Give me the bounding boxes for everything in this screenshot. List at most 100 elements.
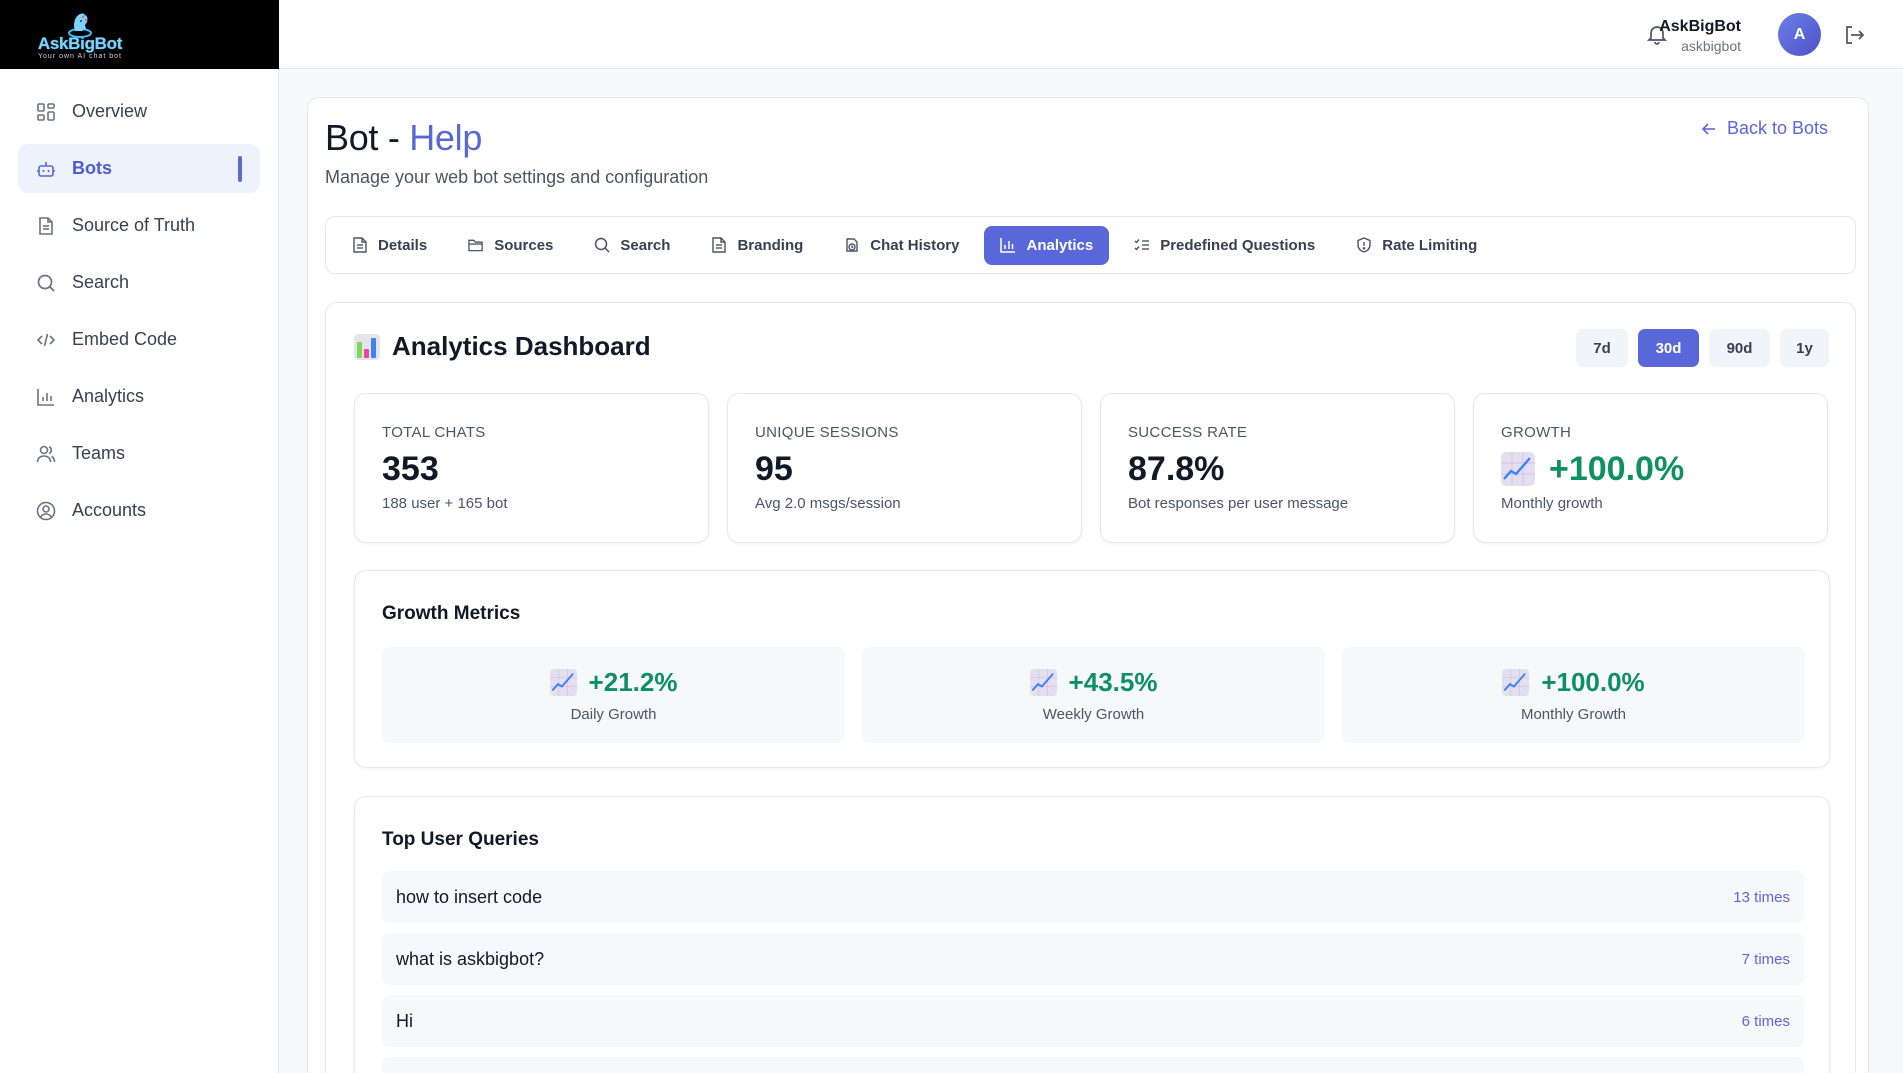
query-text: Hi [396, 1010, 413, 1031]
stat-subtext: Bot responses per user message [1128, 495, 1349, 512]
tab-chat-history[interactable]: Chat History [828, 226, 975, 265]
stat-card-total-chats: TOTAL CHATS 353 188 user + 165 bot [354, 393, 709, 543]
tab-rate-limiting[interactable]: Rate Limiting [1340, 226, 1493, 265]
stat-card-growth: GROWTH +100.0% Monthly growth [1473, 393, 1828, 543]
bell-icon[interactable] [1645, 22, 1669, 46]
growth-label: Monthly Growth [1520, 706, 1627, 723]
avatar[interactable]: A [1778, 13, 1821, 56]
sidebar-item-accounts[interactable]: Accounts [18, 486, 260, 535]
trend-up-emoji-icon [549, 669, 577, 696]
growth-value-row: +100.0% [1502, 667, 1645, 698]
growth-metric-monthly: +100.0% Monthly Growth [1342, 647, 1805, 743]
sidebar-nav: Overview Bots Source of Truth Search [0, 69, 278, 535]
list-check-icon [1134, 237, 1150, 253]
bot-settings-card: Bot - Help Manage your web bot settings … [307, 97, 1869, 1073]
sidebar-item-teams[interactable]: Teams [18, 429, 260, 478]
query-count: 6 times [1741, 1012, 1790, 1030]
folder-icon [468, 237, 484, 253]
sidebar-item-label: Analytics [72, 386, 145, 406]
stat-value: 87.8% [1128, 450, 1225, 488]
tab-label: Details [378, 236, 428, 254]
top-user-queries-panel: Top User Queries how to insert code 13 t… [354, 796, 1830, 1073]
back-to-bots-link[interactable]: Back to Bots [1701, 118, 1828, 139]
stat-label: GROWTH [1501, 424, 1572, 441]
sidebar-item-bots[interactable]: Bots [18, 144, 260, 193]
sidebar-item-label: Source of Truth [72, 215, 196, 235]
sidebar-item-overview[interactable]: Overview [18, 87, 260, 136]
logo-tagline: Your own AI chat bot [38, 52, 122, 60]
growth-value: +21.2% [588, 667, 678, 697]
grid-icon [35, 101, 57, 123]
tab-branding[interactable]: Branding [695, 226, 819, 265]
sidebar-item-label: Overview [72, 101, 148, 121]
logo: AskBigBot Your own AI chat bot [30, 9, 130, 61]
growth-metrics-panel: Growth Metrics +21.2% Daily Growth [354, 570, 1830, 768]
history-icon [844, 237, 860, 253]
tab-sources[interactable]: Sources [452, 226, 569, 265]
growth-value: +43.5% [1068, 667, 1158, 697]
range-1y-button[interactable]: 1y [1780, 329, 1829, 367]
stat-value-row: +100.0% [1501, 449, 1800, 489]
query-text: what is askbigbot? [396, 948, 545, 969]
search-icon [35, 272, 57, 294]
sidebar-item-label: Bots [72, 158, 112, 178]
range-90d-button[interactable]: 90d [1709, 329, 1770, 367]
tab-label: Chat History [870, 236, 960, 254]
code-icon [35, 329, 57, 351]
bar-chart-icon [35, 386, 57, 408]
sidebar-item-label: Search [72, 272, 130, 292]
tab-analytics[interactable]: Analytics [984, 225, 1110, 265]
logo-area[interactable]: AskBigBot Your own AI chat bot [0, 0, 279, 69]
query-row[interactable]: Hi 6 times [382, 995, 1804, 1047]
tab-label: Search [620, 236, 671, 254]
tab-bar: Details Sources Search Branding Chat His… [325, 216, 1856, 274]
active-indicator [238, 156, 242, 182]
sidebar-item-embed-code[interactable]: Embed Code [18, 315, 260, 364]
document-icon [35, 215, 57, 237]
growth-value: +100.0% [1541, 667, 1645, 697]
tab-label: Analytics [1026, 236, 1094, 254]
tab-label: Branding [737, 236, 804, 254]
stat-value: +100.0% [1549, 450, 1685, 488]
query-row[interactable]: what is askbigbot? 7 times [382, 933, 1804, 985]
tab-details[interactable]: Details [352, 226, 443, 265]
user-name: AskBigBot [1659, 18, 1741, 35]
shield-icon [1356, 237, 1372, 253]
growth-metric-daily: +21.2% Daily Growth [382, 647, 845, 743]
trend-up-emoji-icon [1502, 669, 1530, 696]
bot-icon [35, 158, 57, 180]
query-count: 7 times [1741, 950, 1790, 968]
sidebar-item-label: Embed Code [72, 329, 178, 349]
growth-metric-list: +21.2% Daily Growth +43.5% Weekly Growth [382, 647, 1805, 743]
stat-cards: TOTAL CHATS 353 188 user + 165 bot UNIQU… [354, 393, 1828, 543]
query-row[interactable] [382, 1057, 1804, 1073]
stat-label: UNIQUE SESSIONS [755, 424, 899, 441]
logo-head-icon [65, 9, 95, 39]
growth-label: Weekly Growth [1042, 706, 1145, 723]
range-7d-button[interactable]: 7d [1576, 329, 1628, 367]
user-info[interactable]: AskBigBot askbigbot [1659, 17, 1741, 55]
sidebar-item-source-of-truth[interactable]: Source of Truth [18, 201, 260, 250]
file-text-icon [711, 237, 727, 253]
stat-label: TOTAL CHATS [382, 424, 486, 441]
sidebar-item-search[interactable]: Search [18, 258, 260, 307]
query-row[interactable]: how to insert code 13 times [382, 871, 1804, 923]
sidebar-item-analytics[interactable]: Analytics [18, 372, 260, 421]
bot-name: Help [409, 117, 483, 158]
page-title: Bot - Help [325, 117, 482, 159]
bar-chart-emoji-icon [354, 333, 380, 360]
sidebar-item-label: Accounts [72, 500, 147, 520]
growth-metric-weekly: +43.5% Weekly Growth [862, 647, 1325, 743]
stat-card-unique-sessions: UNIQUE SESSIONS 95 Avg 2.0 msgs/session [727, 393, 1082, 543]
tab-search[interactable]: Search [578, 226, 686, 265]
growth-metrics-title: Growth Metrics [382, 603, 521, 624]
search-icon [594, 237, 610, 253]
range-30d-button[interactable]: 30d [1638, 329, 1699, 367]
logout-icon[interactable] [1842, 23, 1866, 47]
tab-predefined-questions[interactable]: Predefined Questions [1118, 226, 1331, 265]
tab-label: Rate Limiting [1382, 236, 1478, 254]
file-text-icon [352, 237, 368, 253]
arrow-left-icon [1701, 121, 1717, 137]
dashboard-title-text: Analytics Dashboard [392, 331, 651, 361]
stat-subtext: Monthly growth [1501, 495, 1603, 512]
